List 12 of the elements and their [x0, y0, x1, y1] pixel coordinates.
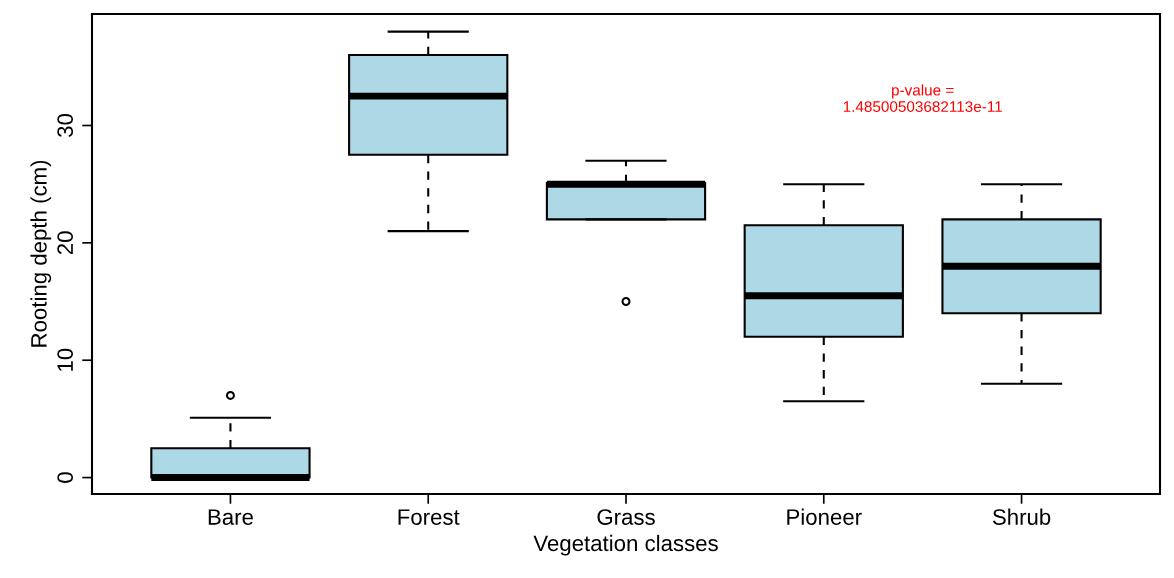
y-tick-label: 30 — [57, 114, 74, 137]
y-tick-label: 20 — [57, 231, 74, 255]
x-tick-label: Pioneer — [787, 508, 862, 525]
x-tick-label: Bare — [208, 509, 253, 525]
y-axis-title: Rooting depth (cm) — [30, 160, 52, 347]
y-tick-label: 0 — [57, 472, 74, 483]
y-tick-label: 10 — [57, 348, 74, 371]
x-tick-label: Grass — [597, 509, 655, 525]
x-tick-label: Shrub — [992, 508, 1051, 525]
x-axis-title: Vegetation classes — [533, 534, 718, 556]
annotation: p-value = 1.48500503682113e-11 — [843, 84, 1002, 112]
x-tick-label: Forest — [398, 509, 460, 525]
